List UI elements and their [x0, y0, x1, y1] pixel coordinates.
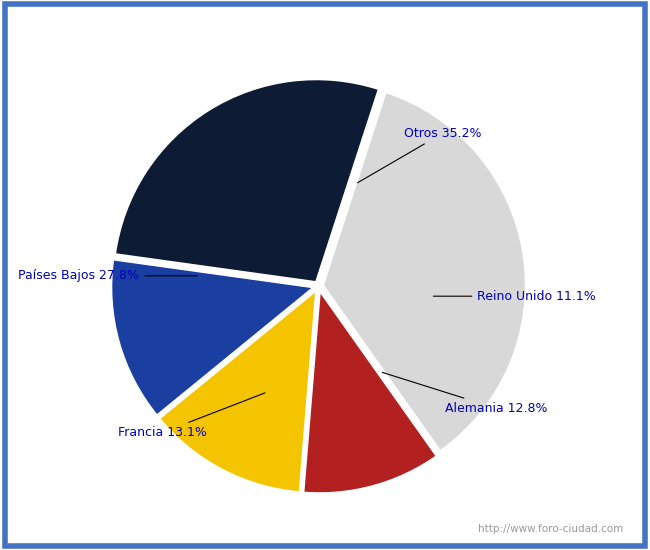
Wedge shape: [111, 259, 315, 416]
Text: Cangas del Narcea - Turistas extranjeros según país - Octubre de 2024: Cangas del Narcea - Turistas extranjeros…: [66, 26, 584, 43]
Text: Países Bajos 27.8%: Países Bajos 27.8%: [18, 270, 198, 282]
Text: Otros 35.2%: Otros 35.2%: [358, 126, 482, 183]
Text: Francia 13.1%: Francia 13.1%: [118, 393, 265, 439]
Wedge shape: [159, 290, 317, 493]
Text: http://www.foro-ciudad.com: http://www.foro-ciudad.com: [478, 524, 623, 534]
Wedge shape: [114, 79, 380, 283]
Text: Alemania 12.8%: Alemania 12.8%: [382, 372, 547, 415]
Wedge shape: [322, 92, 526, 452]
Wedge shape: [303, 290, 437, 493]
Text: Reino Unido 11.1%: Reino Unido 11.1%: [434, 290, 596, 303]
